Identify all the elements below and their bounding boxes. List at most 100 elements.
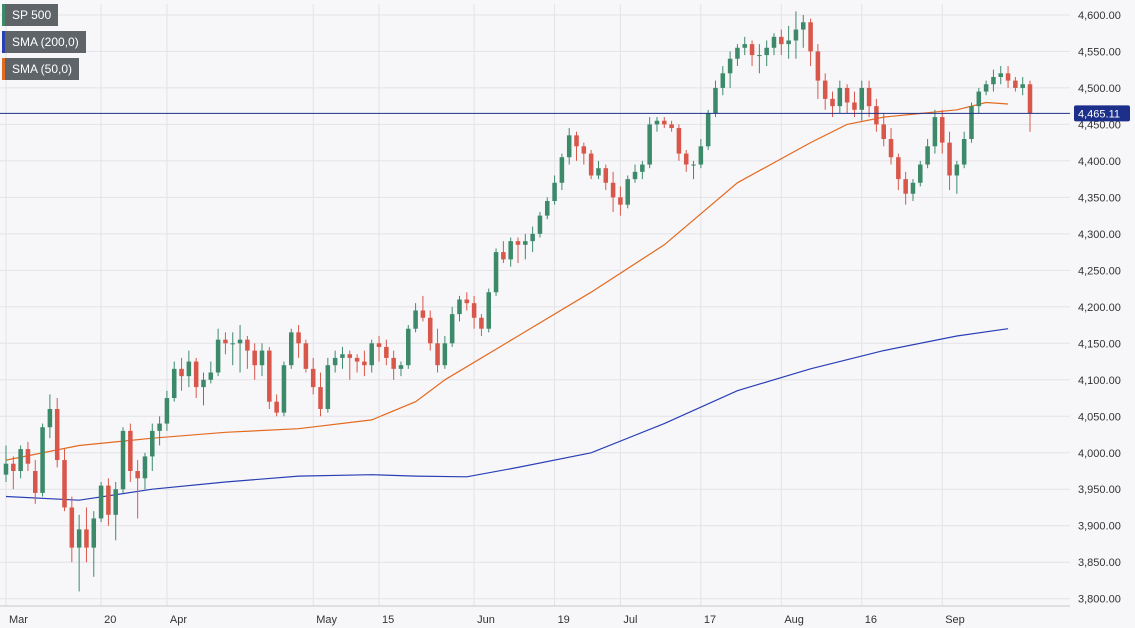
candle bbox=[76, 514, 82, 592]
candle bbox=[998, 66, 1004, 85]
candle bbox=[859, 80, 865, 121]
candle bbox=[720, 66, 726, 96]
candle-body bbox=[471, 303, 477, 318]
y-tick-label: 3,900.00 bbox=[1078, 521, 1121, 533]
x-tick-label: Mar bbox=[9, 614, 28, 626]
candle bbox=[588, 149, 594, 180]
candle-body bbox=[486, 292, 492, 329]
candle bbox=[530, 226, 535, 253]
legend-swatch-sma200 bbox=[2, 31, 5, 53]
candle-body bbox=[866, 87, 872, 107]
candle bbox=[113, 481, 118, 541]
candle bbox=[457, 295, 462, 322]
candle-body bbox=[135, 471, 140, 479]
candle-body bbox=[281, 365, 287, 413]
y-tick-label: 4,500.00 bbox=[1078, 83, 1121, 95]
legend-sma50[interactable]: SMA (50,0) bbox=[2, 58, 80, 80]
candle bbox=[544, 197, 550, 220]
candle-body bbox=[859, 87, 865, 110]
candle bbox=[501, 241, 506, 264]
candle bbox=[508, 237, 513, 267]
candle-body bbox=[1027, 84, 1033, 114]
candle-body bbox=[464, 299, 470, 304]
candle bbox=[625, 175, 630, 209]
candle bbox=[493, 248, 499, 296]
candle bbox=[866, 80, 872, 118]
candle-body bbox=[918, 164, 923, 183]
candle bbox=[479, 314, 484, 337]
legend-sma200[interactable]: SMA (200,0) bbox=[2, 31, 86, 53]
candle bbox=[318, 372, 323, 417]
candle-body bbox=[596, 168, 601, 176]
candle-body bbox=[164, 398, 170, 424]
candle bbox=[735, 44, 740, 67]
candle-body bbox=[69, 507, 75, 548]
candle-body bbox=[530, 233, 535, 242]
candle bbox=[398, 361, 404, 377]
candle bbox=[800, 14, 806, 48]
candle bbox=[69, 496, 75, 563]
candle-body bbox=[310, 368, 316, 388]
candle-body bbox=[808, 22, 813, 52]
candle-body bbox=[961, 138, 967, 165]
candle bbox=[742, 36, 748, 56]
candle bbox=[208, 361, 214, 384]
legend-swatch-sma50 bbox=[2, 58, 5, 80]
candle bbox=[376, 336, 382, 362]
candle-body bbox=[925, 146, 930, 165]
candle-body bbox=[493, 252, 499, 293]
candle-body bbox=[654, 120, 660, 125]
candle bbox=[442, 336, 448, 369]
candle bbox=[918, 160, 923, 187]
candle bbox=[230, 332, 236, 366]
candle-body bbox=[332, 357, 338, 366]
candle bbox=[193, 357, 199, 399]
y-tick-label: 4,600.00 bbox=[1078, 10, 1121, 22]
y-tick-label: 4,300.00 bbox=[1078, 229, 1121, 241]
candle-body bbox=[874, 106, 879, 125]
candle bbox=[691, 160, 696, 180]
candle bbox=[654, 117, 660, 132]
candle bbox=[815, 44, 821, 99]
candle-body bbox=[18, 449, 23, 472]
candle-body bbox=[303, 343, 309, 369]
candle-body bbox=[274, 401, 279, 413]
x-tick-label: 16 bbox=[865, 614, 877, 626]
candle-body bbox=[252, 350, 257, 366]
candle bbox=[413, 303, 418, 333]
candle bbox=[25, 441, 31, 472]
candle-body bbox=[54, 408, 60, 461]
candle-body bbox=[559, 157, 565, 183]
candle bbox=[32, 460, 38, 504]
candle bbox=[676, 124, 682, 161]
candle-body bbox=[896, 157, 901, 180]
candle-body bbox=[640, 164, 645, 172]
candle bbox=[896, 153, 901, 191]
candle-body bbox=[910, 182, 916, 194]
candle bbox=[281, 361, 287, 417]
candle-body bbox=[625, 179, 630, 205]
candle bbox=[128, 423, 133, 482]
legend-sp500[interactable]: SP 500 bbox=[2, 4, 59, 26]
candle bbox=[179, 357, 184, 391]
candle bbox=[910, 179, 916, 202]
candle bbox=[954, 160, 960, 194]
y-tick-label: 4,350.00 bbox=[1078, 192, 1121, 204]
candle-body bbox=[120, 430, 126, 490]
candle bbox=[11, 456, 16, 490]
y-tick-label: 3,950.00 bbox=[1078, 484, 1121, 496]
candle bbox=[135, 460, 140, 519]
candle bbox=[537, 211, 543, 238]
candle-body bbox=[354, 357, 360, 362]
candle-body bbox=[837, 87, 843, 107]
candle-body bbox=[362, 361, 367, 366]
y-tick-label: 4,400.00 bbox=[1078, 156, 1121, 168]
candle bbox=[1013, 76, 1018, 92]
candle-body bbox=[720, 73, 726, 88]
candle-body bbox=[976, 91, 982, 107]
candle-body bbox=[581, 146, 587, 154]
candle-body bbox=[800, 22, 806, 30]
candle-body bbox=[647, 124, 652, 165]
